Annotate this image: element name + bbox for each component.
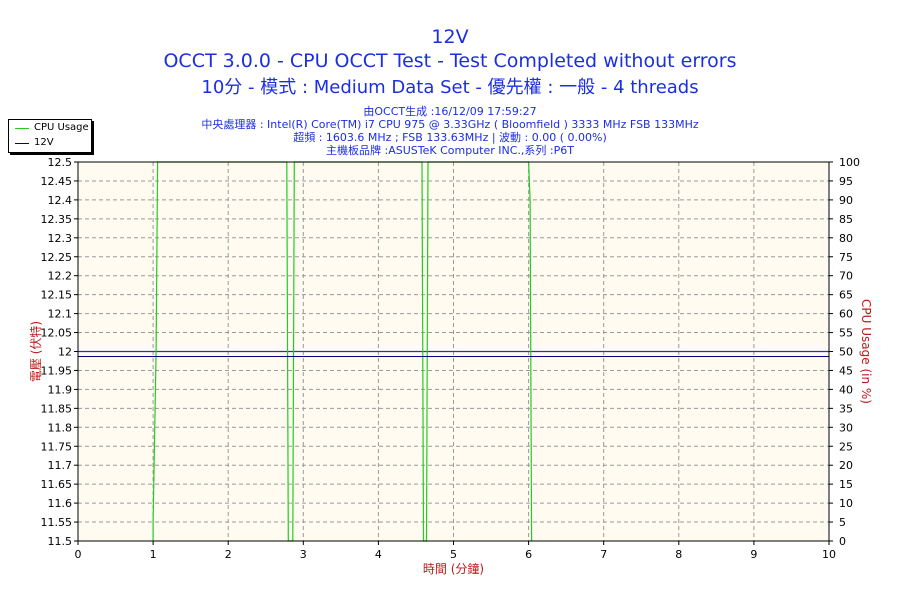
y2-tick-label: 35 [839, 402, 853, 415]
y2-tick-label: 65 [839, 289, 853, 302]
y2-tick-label: 45 [839, 364, 853, 377]
chart-title: 12V [431, 26, 469, 48]
tick-labels: 0 1 2 3 4 5 6 7 8 9 1011.511.5511.611.6511.711.751… [41, 156, 861, 561]
y2-tick-label: 70 [839, 270, 853, 283]
y2-tick-label: 20 [839, 459, 853, 472]
info-generated: 由OCCT生成 :16/12/09 17:59:27 [363, 105, 537, 118]
y-tick-label: 12.2 [48, 270, 73, 283]
y2-tick-label: 15 [839, 478, 853, 491]
y2-tick-label: 75 [839, 251, 853, 264]
y-tick-label: 12.3 [48, 232, 73, 245]
y-tick-label: 12.5 [48, 156, 73, 169]
y-tick-label: 11.8 [48, 421, 73, 434]
y2-tick-label: 10 [839, 497, 853, 510]
x-tick-label: 3 [300, 548, 307, 561]
y2-tick-label: 25 [839, 440, 853, 453]
y-axis-label: 電壓 (伏特) [28, 321, 43, 382]
y-tick-label: 12.35 [41, 213, 73, 226]
x-axis-label: 時間 (分鐘) [423, 561, 484, 576]
y2-tick-label: 30 [839, 421, 853, 434]
legend-label-cpu-usage: CPU Usage [34, 122, 89, 133]
x-tick-label: 7 [600, 548, 607, 561]
x-tick-label: 9 [750, 548, 757, 561]
y-tick-label: 11.75 [41, 440, 73, 453]
y2-tick-label: 5 [839, 516, 846, 529]
y2-axis-label: CPU Usage (in %) [859, 299, 873, 404]
y2-tick-label: 80 [839, 232, 853, 245]
chart-subtitle-test: OCCT 3.0.0 - CPU OCCT Test - Test Comple… [163, 50, 737, 72]
y-tick-label: 11.85 [41, 402, 73, 415]
legend-swatch-12v [15, 143, 29, 144]
y2-tick-label: 55 [839, 327, 853, 340]
legend: CPU Usage 12V [8, 119, 92, 153]
y-tick-label: 12 [58, 346, 72, 359]
info-overclock: 超頻 : 1603.6 MHz ; FSB 133.63MHz | 波動 : 0… [293, 131, 607, 144]
y-tick-label: 11.95 [41, 364, 73, 377]
y2-tick-label: 90 [839, 194, 853, 207]
y2-tick-label: 50 [839, 346, 853, 359]
x-tick-label: 2 [225, 548, 232, 561]
y-tick-label: 11.9 [48, 383, 73, 396]
x-tick-label: 5 [450, 548, 457, 561]
x-tick-label: 8 [675, 548, 682, 561]
legend-swatch-cpu-usage [15, 128, 29, 129]
info-motherboard: 主機板品牌 :ASUSTeK Computer INC.,系列 :P6T [326, 144, 574, 157]
y-tick-label: 12.05 [41, 327, 73, 340]
legend-item-cpu-usage: CPU Usage [9, 122, 91, 135]
y2-tick-label: 100 [839, 156, 860, 169]
x-tick-label: 4 [375, 548, 382, 561]
grid-lines [78, 162, 829, 541]
y2-tick-label: 40 [839, 383, 853, 396]
y-tick-label: 11.5 [48, 535, 73, 548]
y2-tick-label: 85 [839, 213, 853, 226]
y2-tick-label: 95 [839, 175, 853, 188]
info-cpu: 中央處理器 : Intel(R) Core(TM) i7 CPU 975 @ 3… [201, 118, 699, 131]
x-tick-label: 10 [822, 548, 836, 561]
legend-item-12v: 12V [9, 137, 91, 150]
y-tick-label: 12.4 [48, 194, 73, 207]
y2-tick-label: 60 [839, 308, 853, 321]
x-tick-label: 1 [150, 548, 157, 561]
y-tick-label: 11.6 [48, 497, 73, 510]
y-tick-label: 12.1 [48, 308, 73, 321]
legend-label-12v: 12V [34, 137, 54, 148]
y-tick-label: 11.7 [48, 459, 73, 472]
y2-tick-label: 0 [839, 535, 846, 548]
x-tick-label: 6 [525, 548, 532, 561]
y-tick-label: 11.55 [41, 516, 73, 529]
y-tick-label: 12.25 [41, 251, 73, 264]
y-tick-label: 11.65 [41, 478, 73, 491]
x-tick-label: 0 [75, 548, 82, 561]
y-tick-label: 12.15 [41, 289, 73, 302]
chart-subtitle-mode: 10分 - 模式 : Medium Data Set - 優先權 : 一般 - … [201, 77, 699, 98]
y-tick-label: 12.45 [41, 175, 73, 188]
